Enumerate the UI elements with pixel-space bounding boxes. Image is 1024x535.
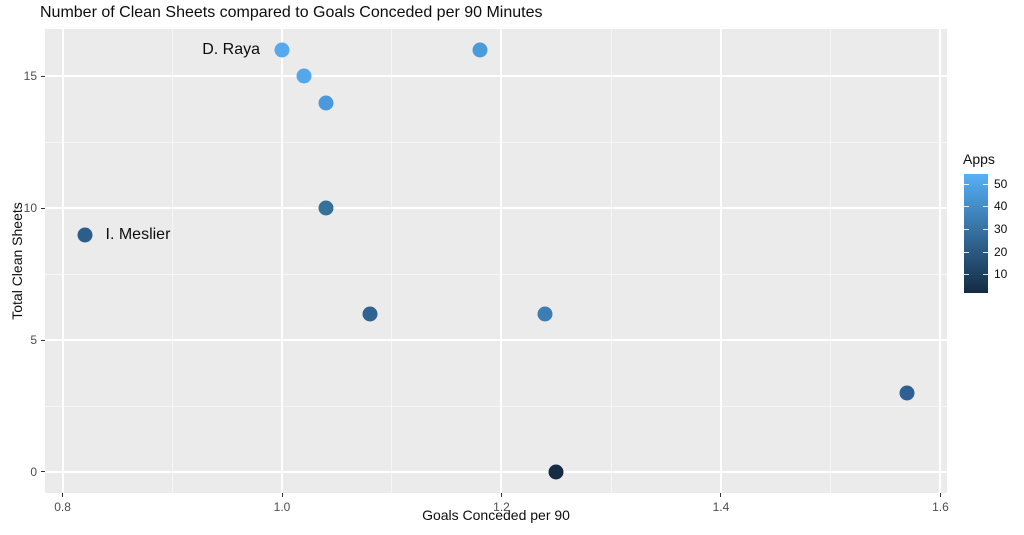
legend-tick-mark	[964, 274, 969, 276]
y-axis-tick	[41, 207, 45, 209]
data-point	[318, 200, 334, 216]
gridline-minor-x	[171, 29, 173, 493]
legend-tick-mark	[983, 228, 988, 230]
legend-tick-mark	[983, 183, 988, 185]
data-point	[472, 42, 488, 58]
legend-tick-mark	[964, 251, 969, 253]
x-axis-tick	[720, 493, 722, 497]
y-tick-label: 0	[30, 464, 37, 479]
legend-tick-mark	[964, 183, 969, 185]
data-point	[537, 306, 553, 322]
legend-tick-label: 20	[994, 244, 1008, 259]
y-axis-tick	[41, 75, 45, 77]
gridline-major-y	[45, 470, 947, 473]
y-axis-tick	[41, 471, 45, 473]
legend-tick-mark	[983, 206, 988, 208]
x-axis-title: Goals Conceded per 90	[422, 507, 570, 523]
legend-tick-label: 40	[994, 199, 1008, 214]
x-axis-tick	[62, 493, 64, 497]
legend-tick-mark	[983, 251, 988, 253]
data-point	[548, 464, 564, 480]
gridline-major-y	[45, 339, 947, 342]
gridline-minor-x	[391, 29, 393, 493]
plot-panel	[45, 29, 947, 493]
y-tick-label: 5	[30, 333, 37, 348]
x-tick-label: 1.6	[932, 500, 949, 514]
x-tick-label: 1.0	[273, 500, 291, 514]
legend-tick-label: 10	[994, 267, 1008, 282]
x-tick-label: 0.8	[54, 500, 71, 514]
legend-tick-mark	[983, 274, 988, 276]
data-point	[274, 42, 290, 58]
point-label: I. Meslier	[105, 225, 171, 243]
legend-tick-mark	[964, 206, 969, 208]
gridline-major-x	[939, 29, 942, 493]
legend-title: Apps	[963, 151, 995, 167]
gridline-major-x	[719, 29, 722, 493]
y-axis-tick	[41, 339, 45, 341]
gridline-minor-x	[610, 29, 612, 493]
gridline-major-x	[500, 29, 503, 493]
legend-gradient-bar	[964, 174, 988, 293]
gridline-major-y	[45, 75, 947, 78]
x-tick-label: 1.4	[712, 500, 730, 514]
x-axis-tick	[281, 493, 283, 497]
data-point	[318, 95, 334, 111]
legend-tick-mark	[964, 228, 969, 230]
gridline-major-x	[281, 29, 284, 493]
data-point	[362, 306, 378, 322]
data-point	[77, 227, 92, 243]
x-axis-tick	[500, 493, 502, 497]
gridline-minor-x	[830, 29, 832, 493]
point-label: D. Raya	[202, 41, 261, 59]
data-point	[296, 68, 312, 84]
gridline-major-y	[45, 207, 947, 210]
chart-title: Number of Clean Sheets compared to Goals…	[40, 4, 543, 21]
gridline-minor-y	[45, 273, 947, 275]
x-tick-label: 1.2	[493, 500, 510, 514]
gridline-minor-y	[45, 141, 947, 143]
data-point	[899, 385, 915, 401]
x-axis-tick	[939, 493, 941, 497]
legend-tick-label: 30	[994, 221, 1008, 236]
y-tick-label: 10	[23, 201, 37, 216]
y-tick-label: 15	[23, 69, 37, 84]
gridline-major-x	[61, 29, 64, 493]
gridline-minor-y	[45, 405, 947, 407]
legend-tick-label: 50	[994, 176, 1008, 191]
y-axis-title: Total Clean Sheets	[9, 202, 25, 320]
